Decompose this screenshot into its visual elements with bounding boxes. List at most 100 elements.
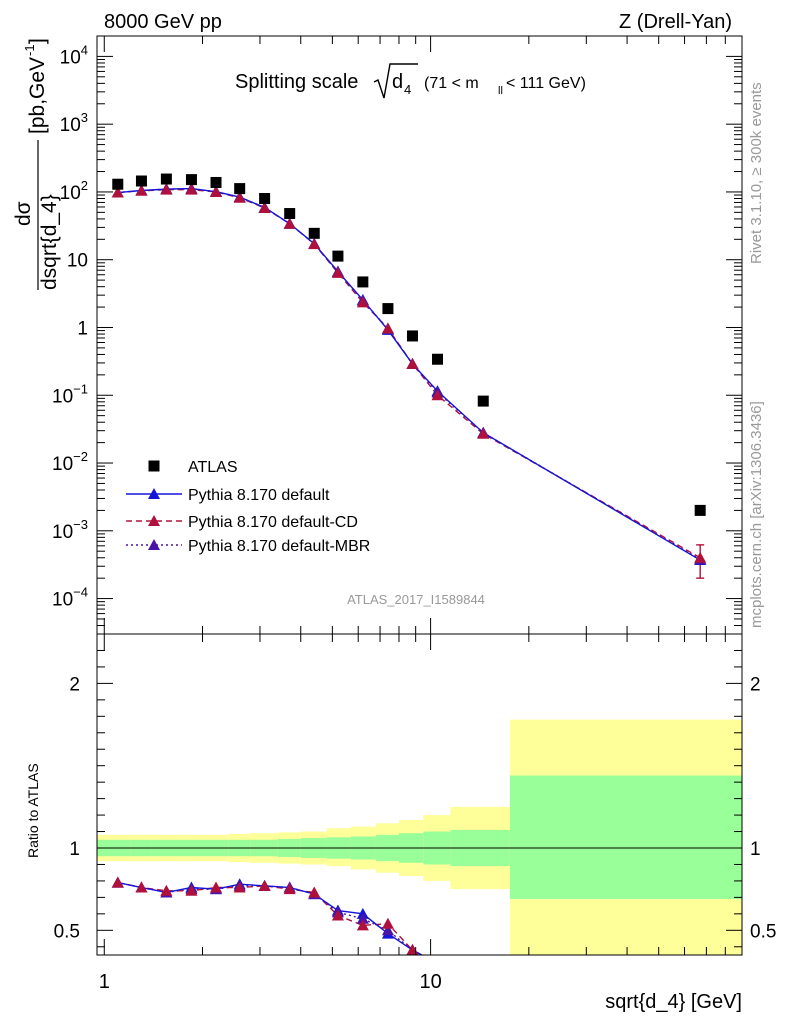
analysis-id: ATLAS_2017_I1589844 <box>347 592 485 607</box>
mc-point <box>233 191 246 203</box>
atlas-point <box>477 395 489 407</box>
legend-marker <box>148 515 160 526</box>
y-tick-label: 102 <box>60 178 88 204</box>
axes: 1 10 10−4 10−3 10−2 10−1 1 10 102 103 104 0.5 0.5 1 1 2… <box>52 35 776 993</box>
x-tick-label: 1 <box>99 971 110 993</box>
atlas-point <box>432 353 444 365</box>
atlas-point <box>284 208 296 220</box>
atlas-point <box>234 183 246 195</box>
ratio-y-tick-label: 0.5 <box>54 921 80 942</box>
mc-point <box>135 184 148 196</box>
ratio-y-tick-label-right: 1 <box>750 839 761 860</box>
ratio-point <box>111 876 124 888</box>
atlas-point <box>694 504 706 516</box>
ratio-y-tick-label-right: 0.5 <box>750 921 776 942</box>
x-axis-label: sqrt{d_4} [GeV] <box>605 991 742 1013</box>
main-panel-series <box>111 173 707 579</box>
atlas-point <box>160 173 172 185</box>
mc-point <box>185 183 198 195</box>
atlas-point <box>382 303 394 315</box>
atlas-point <box>259 193 271 205</box>
x-tick-label: 10 <box>419 971 441 993</box>
ratio-y-tick-label: 2 <box>69 674 80 695</box>
ratio-point <box>135 881 148 893</box>
atlas-point <box>357 276 369 288</box>
process-label: Z (Drell-Yan) <box>619 11 732 33</box>
atlas-point <box>308 227 320 239</box>
y-tick-label: 10 <box>67 251 88 272</box>
y-tick-label: 1 <box>77 318 88 339</box>
mc-point <box>210 185 223 197</box>
title-range-close: < 111 GeV) <box>506 75 586 92</box>
ratio-y-tick-label-right: 2 <box>750 674 761 695</box>
ratio-point <box>258 879 271 891</box>
ratio-uncertainty-bands <box>97 719 742 955</box>
atlas-point <box>135 175 147 187</box>
ratio-line-0 <box>117 881 424 955</box>
y-tick-label: 104 <box>60 42 88 68</box>
y-title-unit-sup: -1 <box>22 44 37 56</box>
beam-label: 8000 GeV pp <box>104 11 222 33</box>
legend-marker <box>148 488 160 499</box>
inner-band-bin <box>509 775 742 900</box>
legend-atlas-marker <box>148 460 160 472</box>
y-title-unit: [pb,GeV <box>26 57 49 134</box>
mc-point <box>381 322 394 334</box>
ratio-point <box>432 957 444 968</box>
ratio-point <box>381 924 394 936</box>
mc-point <box>477 427 490 439</box>
sqrt-sign <box>373 63 418 99</box>
y-tick-label: 10−1 <box>52 381 88 407</box>
legend-marker <box>148 539 160 550</box>
title-range-sub: ll <box>498 85 503 97</box>
ratio-point <box>185 884 198 896</box>
ratio-point <box>432 957 444 968</box>
legend-label: Pythia 8.170 default-MBR <box>188 538 370 555</box>
ratio-point <box>356 919 369 931</box>
ratio-point <box>160 884 173 896</box>
mc-point <box>331 266 344 278</box>
mc-point <box>283 217 296 229</box>
plot-title: Splitting scale d 4 (71 < m ll < 111 GeV… <box>235 63 586 99</box>
atlas-point <box>185 174 197 186</box>
y-title-num: dσ <box>12 201 35 226</box>
mc-point <box>160 183 173 195</box>
ratio-y-tick-label: 1 <box>69 839 80 860</box>
ratio-y-label: Ratio to ATLAS <box>25 763 41 858</box>
series-line-1 <box>117 187 701 561</box>
y-title-unit-close: ] <box>26 38 49 44</box>
ratio-point <box>331 909 344 921</box>
title-range-open: (71 < m <box>424 75 479 92</box>
y-title-den: dsqrt{d_4} <box>38 194 61 290</box>
mcplots-label: mcplots.cern.ch [arXiv:1306.3436] <box>748 401 765 628</box>
legend: ATLAS Pythia 8.170 default Pythia 8.170 de… <box>126 459 370 555</box>
legend-label: ATLAS <box>188 459 238 476</box>
mc-point <box>111 186 124 198</box>
rivet-label: Rivet 3.1.10, ≥ 300k events <box>748 82 765 264</box>
y-tick-label: 10−3 <box>52 517 88 543</box>
title-sqrt-arg: d <box>392 71 403 93</box>
ratio-panel-series <box>111 876 444 968</box>
title-sqrt-sub: 4 <box>404 82 411 97</box>
atlas-point <box>210 176 222 188</box>
ratio-point <box>356 912 369 924</box>
ratio-frame <box>96 633 743 956</box>
mc-point <box>431 389 444 401</box>
atlas-point <box>406 330 418 342</box>
mc-point <box>258 201 271 213</box>
mc-point <box>406 357 419 369</box>
ratio-point <box>210 881 223 893</box>
ratio-point <box>283 883 296 895</box>
ratio-point <box>381 917 394 929</box>
mc-point <box>308 238 321 250</box>
mc-point <box>356 296 369 308</box>
ratio-line-1 <box>117 881 424 955</box>
atlas-point <box>112 178 124 190</box>
y-axis-title: dσ dsqrt{d_4} [pb,GeV -1 ] <box>12 38 61 290</box>
y-tick-label: 10−4 <box>52 585 88 611</box>
legend-label: Pythia 8.170 default <box>188 487 330 504</box>
mc-point <box>694 551 707 563</box>
y-tick-label: 103 <box>60 110 88 136</box>
y-tick-label: 10−2 <box>52 449 88 475</box>
